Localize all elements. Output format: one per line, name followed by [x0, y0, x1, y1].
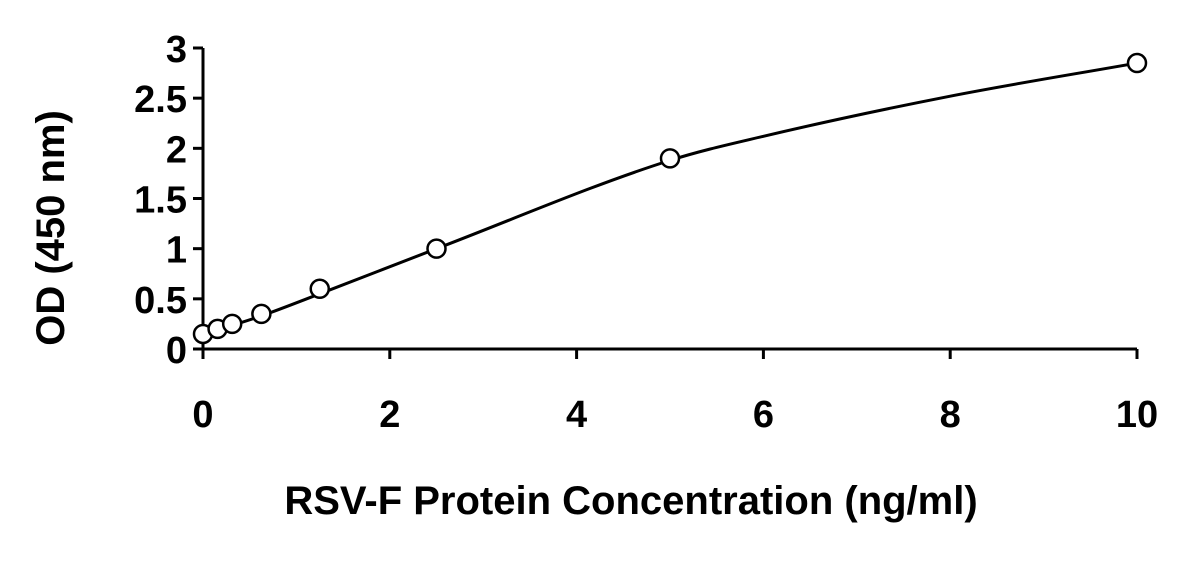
data-point [251, 303, 272, 325]
y-tick-label: 2.5 [134, 79, 187, 121]
data-point [221, 313, 243, 335]
tick-marks [193, 46, 1139, 359]
x-tick-label: 8 [940, 394, 961, 436]
y-tick-label: 1 [166, 230, 187, 272]
data-point [659, 148, 681, 169]
x-axis-title: RSV-F Protein Concentration (ng/ml) [284, 479, 977, 523]
tick-labels: 0 0.5 1 1.5 2 2.5 3 0 2 4 6 8 10 [134, 29, 1158, 436]
x-tick-label: 6 [753, 394, 774, 436]
y-axis-title: OD (450 nm) [29, 110, 73, 346]
data-point [1126, 52, 1148, 74]
data-point [309, 278, 330, 300]
y-tick-label: 0.5 [134, 280, 187, 322]
y-tick-label: 2 [166, 129, 187, 171]
fit-curve [202, 61, 1138, 336]
x-tick-label: 2 [379, 394, 400, 436]
x-tick-label: 10 [1116, 394, 1158, 436]
y-tick-label: 3 [166, 29, 187, 71]
x-tick-label: 4 [566, 394, 587, 436]
fit-curve-layer [202, 61, 1138, 336]
y-tick-label: 1.5 [134, 180, 187, 222]
data-point [426, 238, 447, 259]
y-tick-label: 0 [166, 330, 187, 372]
axes [201, 48, 1137, 351]
x-tick-label: 0 [192, 394, 213, 436]
data-points [192, 52, 1148, 345]
